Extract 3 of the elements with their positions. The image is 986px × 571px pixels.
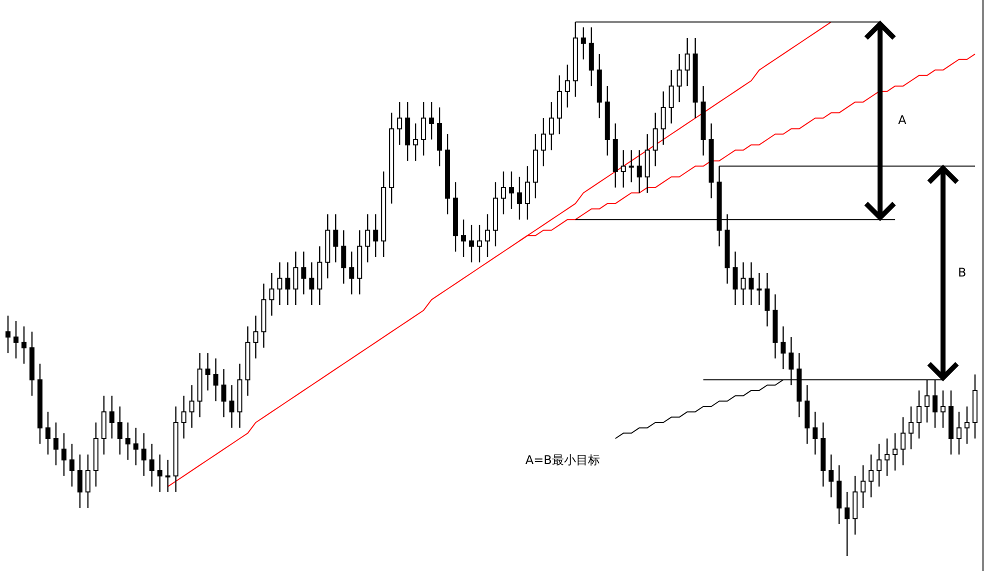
annotation: A <box>898 113 908 128</box>
annotation: A=B最小目标 <box>525 452 600 467</box>
annotation: B <box>958 265 966 280</box>
